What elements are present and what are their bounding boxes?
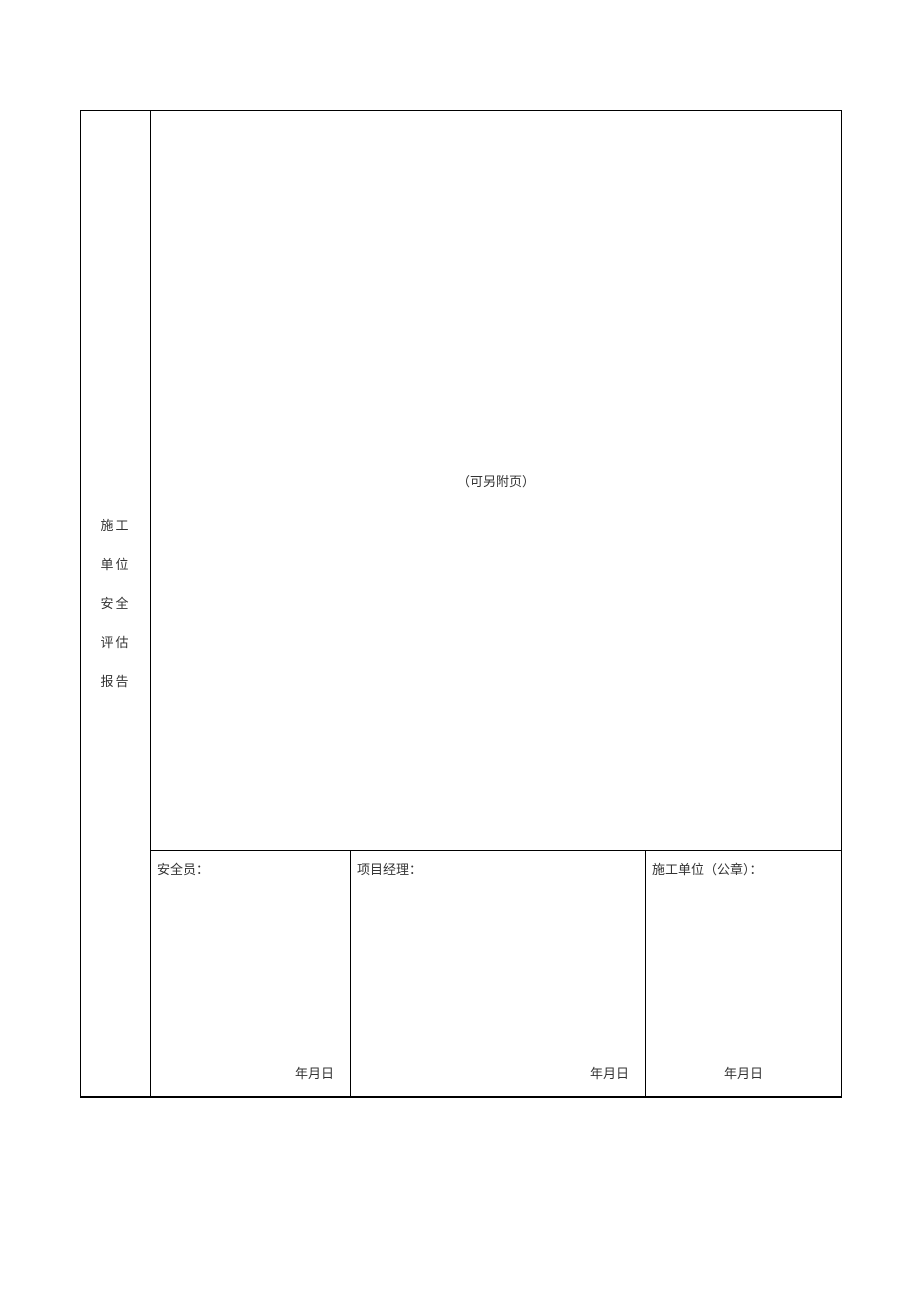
form-table: 施工 单位 安全 评估 报告 （可另附页） 安全员： 年月日 项目经理： 年月日…	[80, 110, 842, 1098]
signature-cell-safety-officer: 安全员： 年月日	[151, 851, 351, 1096]
construction-unit-label: 施工单位（公章）：	[652, 859, 835, 878]
content-area: （可另附页） 安全员： 年月日 项目经理： 年月日 施工单位（公章）： 年月日	[151, 111, 841, 1096]
main-row: 施工 单位 安全 评估 报告 （可另附页） 安全员： 年月日 项目经理： 年月日…	[81, 111, 841, 1097]
construction-unit-date: 年月日	[652, 1063, 835, 1082]
row-header-line2: 单位	[100, 545, 130, 584]
project-manager-date: 年月日	[357, 1063, 639, 1082]
row-header-line5: 报告	[100, 662, 130, 701]
signature-cell-project-manager: 项目经理： 年月日	[351, 851, 646, 1096]
project-manager-label: 项目经理：	[357, 859, 639, 878]
safety-officer-date: 年月日	[157, 1063, 344, 1082]
signature-row: 安全员： 年月日 项目经理： 年月日 施工单位（公章）： 年月日	[151, 851, 841, 1096]
signature-cell-construction-unit: 施工单位（公章）： 年月日	[646, 851, 841, 1096]
content-note: （可另附页）	[457, 471, 535, 490]
row-header-line4: 评估	[100, 623, 130, 662]
row-header-line3: 安全	[100, 584, 130, 623]
safety-officer-label: 安全员：	[157, 859, 344, 878]
content-note-cell: （可另附页）	[151, 111, 841, 851]
row-header-cell: 施工 单位 安全 评估 报告	[81, 111, 151, 1096]
row-header-line1: 施工	[100, 506, 130, 545]
